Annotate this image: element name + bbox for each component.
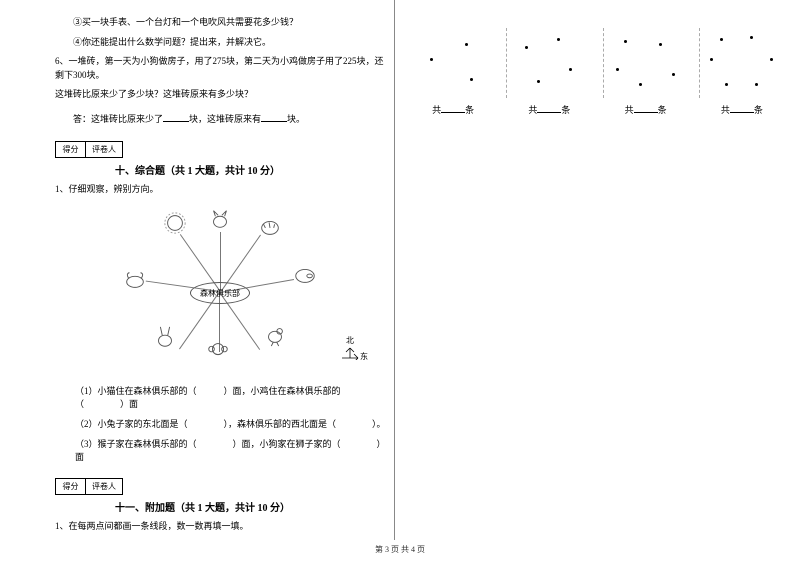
score-label: 得分	[56, 142, 86, 157]
answer-prefix: 答：这堆砖比原来少了	[73, 114, 163, 124]
dot-count-label: 共条	[410, 102, 496, 116]
club-center: 森林俱乐部	[190, 282, 250, 304]
dot	[659, 43, 662, 46]
animal-lion	[160, 210, 190, 236]
grader-label: 评卷人	[86, 142, 122, 157]
fill-question-3: （3）猴子家在森林俱乐部的（ ）面，小狗家在狮子家的（ ）面	[75, 437, 386, 463]
section-11-title: 十一、附加题（共 1 大题，共计 10 分）	[115, 499, 386, 514]
dot	[720, 38, 723, 41]
compass: 北 东	[340, 335, 360, 362]
fill-question-1: （1）小猫住在森林俱乐部的（ ）面，小鸡住在森林俱乐部的（ ）面	[75, 384, 386, 410]
dot	[616, 68, 619, 71]
dot-count-label: 共条	[603, 102, 689, 116]
fill-question-2: （2）小兔子家的东北面是（ ），森林俱乐部的西北面是（ ）。	[75, 417, 386, 430]
animal-pig	[290, 262, 320, 288]
answer-mid: 块，这堆砖原来有	[189, 114, 261, 124]
dot	[557, 38, 560, 41]
answer-end: 块。	[287, 114, 305, 124]
animal-chicken	[260, 322, 290, 348]
sub-question-11: 1、在每两点间都画一条线段，数一数再填一填。	[55, 520, 386, 534]
animal-rabbit	[150, 324, 180, 350]
dot-groups: 共条共条共条共条	[410, 28, 785, 116]
page-footer: 第 3 页 共 4 页	[0, 544, 800, 555]
animal-tiger	[255, 214, 285, 240]
compass-north: 北	[340, 335, 360, 346]
dot-area	[603, 28, 689, 98]
dot-group: 共条	[699, 28, 785, 116]
grader-label: 评卷人	[86, 479, 122, 494]
dot	[710, 58, 713, 61]
compass-east: 东	[360, 351, 368, 362]
dot	[465, 43, 468, 46]
dot	[725, 83, 728, 86]
dot-area	[699, 28, 785, 98]
score-label: 得分	[56, 479, 86, 494]
dot-area	[506, 28, 592, 98]
dot	[470, 78, 473, 81]
dot	[569, 68, 572, 71]
question-4: ④你还能提出什么数学问题？提出来，并解决它。	[55, 36, 386, 50]
dot-count-label: 共条	[699, 102, 785, 116]
dot-group: 共条	[603, 28, 689, 116]
right-column: 共条共条共条共条	[395, 0, 800, 540]
dot	[537, 80, 540, 83]
dot-area	[410, 28, 496, 98]
dot	[430, 58, 433, 61]
score-box-11: 得分 评卷人	[55, 478, 123, 495]
dot-group: 共条	[506, 28, 592, 116]
dot-group: 共条	[410, 28, 496, 116]
left-column: ③买一块手表、一个台灯和一个电吹风共需要花多少钱？ ④你还能提出什么数学问题？提…	[0, 0, 395, 540]
dot	[770, 58, 773, 61]
dot	[755, 83, 758, 86]
dot	[672, 73, 675, 76]
forest-club-diagram: 森林俱乐部 北 东	[65, 202, 365, 377]
question-6a: 6、一堆砖，第一天为小狗做房子，用了275块，第二天为小鸡做房子用了225块，还…	[55, 55, 386, 82]
score-box-10: 得分 评卷人	[55, 141, 123, 158]
question-6b: 这堆砖比原来少了多少块？这堆砖原来有多少块？	[55, 88, 386, 102]
animal-dog	[120, 267, 150, 293]
sub-question-1: 1、仔细观察，辨别方向。	[55, 183, 386, 197]
animal-cat	[205, 206, 235, 232]
section-10-title: 十、综合题（共 1 大题，共计 10 分）	[115, 162, 386, 177]
dot-count-label: 共条	[506, 102, 592, 116]
dot	[624, 40, 627, 43]
animal-monkey	[203, 337, 233, 363]
question-3: ③买一块手表、一个台灯和一个电吹风共需要花多少钱？	[55, 16, 386, 30]
dot	[525, 46, 528, 49]
dot	[639, 83, 642, 86]
dot	[750, 36, 753, 39]
answer-line: 答：这堆砖比原来少了 块，这堆砖原来有 块。	[55, 112, 386, 125]
